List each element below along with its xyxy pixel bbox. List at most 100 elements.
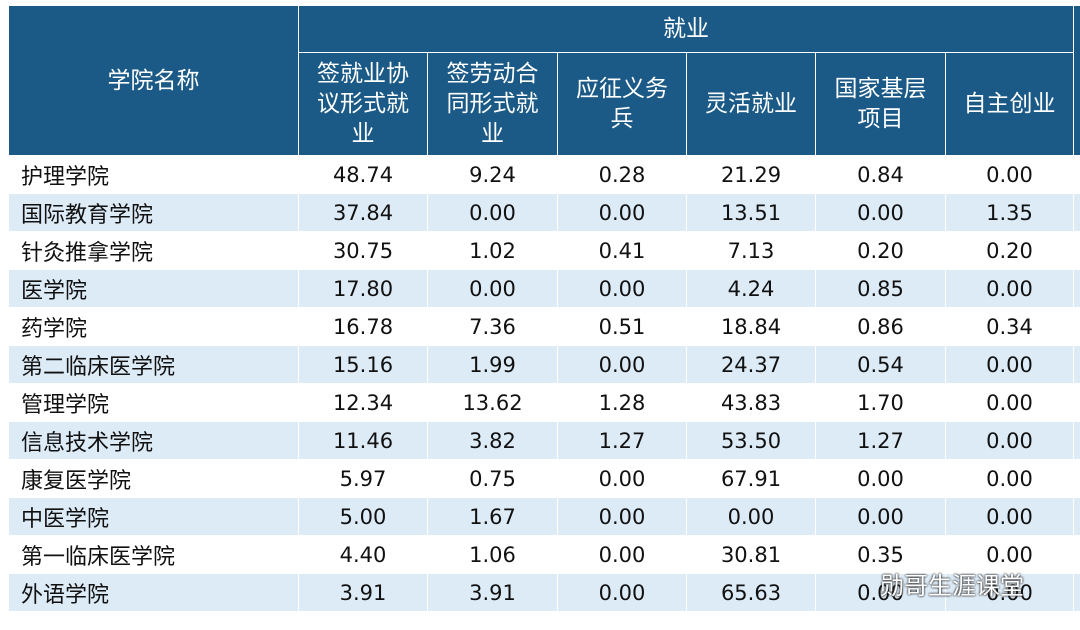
cell: 0.00 bbox=[945, 421, 1074, 460]
cell: 0.00 bbox=[557, 193, 687, 232]
cell: 0.00 bbox=[557, 269, 687, 308]
cell: 12.34 bbox=[298, 383, 428, 422]
cell: 11.46 bbox=[298, 421, 428, 460]
column-header: 灵活就业 bbox=[686, 52, 816, 156]
cell: 0.00 bbox=[557, 535, 687, 574]
cell: 0.00 bbox=[945, 459, 1074, 498]
cell: 3.91 bbox=[298, 573, 428, 612]
cell: 7.36 bbox=[427, 307, 558, 346]
edge bbox=[1073, 535, 1080, 574]
college-name: 护理学院 bbox=[8, 155, 299, 194]
college-name: 外语学院 bbox=[8, 573, 299, 612]
college-name: 第二临床医学院 bbox=[8, 345, 299, 384]
cell: 5.00 bbox=[298, 497, 428, 536]
table-row: 中医学院 5.00 1.67 0.00 0.00 0.00 0.00 bbox=[8, 497, 1080, 536]
cell: 1.28 bbox=[557, 383, 687, 422]
college-name: 信息技术学院 bbox=[8, 421, 299, 460]
cell: 0.00 bbox=[427, 193, 558, 232]
cell: 24.37 bbox=[686, 345, 816, 384]
edge bbox=[1073, 155, 1080, 194]
edge bbox=[1073, 497, 1080, 536]
table-row: 国际教育学院 37.84 0.00 0.00 13.51 0.00 1.35 bbox=[8, 193, 1080, 232]
cell: 1.67 bbox=[427, 497, 558, 536]
cell: 0.41 bbox=[557, 231, 687, 270]
cell: 0.00 bbox=[427, 269, 558, 308]
cell: 0.75 bbox=[427, 459, 558, 498]
cell: 0.00 bbox=[557, 573, 687, 612]
column-header: 签劳动合同形式就业 bbox=[427, 52, 558, 156]
group-header: 就业 bbox=[298, 5, 1074, 53]
cell: 0.35 bbox=[815, 535, 946, 574]
table-row: 医学院 17.80 0.00 0.00 4.24 0.85 0.00 bbox=[8, 269, 1080, 308]
cell: 0.85 bbox=[815, 269, 946, 308]
cell: 0.84 bbox=[815, 155, 946, 194]
table: 学院名称 就业 签就业协议形式就业 签劳动合同形式就业 应征义务兵 灵活就业 国家基层项… bbox=[8, 5, 1080, 612]
edge bbox=[1073, 421, 1080, 460]
cell: 0.00 bbox=[945, 383, 1074, 422]
edge bbox=[1073, 459, 1080, 498]
cell: 3.91 bbox=[427, 573, 558, 612]
first-header: 学院名称 bbox=[8, 5, 299, 156]
cell: 4.40 bbox=[298, 535, 428, 574]
cell: 1.02 bbox=[427, 231, 558, 270]
cell: 0.00 bbox=[815, 193, 946, 232]
edge bbox=[1073, 193, 1080, 232]
table-row: 药学院 16.78 7.36 0.51 18.84 0.86 0.34 bbox=[8, 307, 1080, 346]
cell: 0.00 bbox=[815, 573, 946, 612]
table-row: 外语学院 3.91 3.91 0.00 65.63 0.00 0.00 bbox=[8, 573, 1080, 612]
cell: 0.86 bbox=[815, 307, 946, 346]
cell: 1.06 bbox=[427, 535, 558, 574]
cell: 0.54 bbox=[815, 345, 946, 384]
cell: 0.34 bbox=[945, 307, 1074, 346]
edge bbox=[1073, 345, 1080, 384]
table-row: 康复医学院 5.97 0.75 0.00 67.91 0.00 0.00 bbox=[8, 459, 1080, 498]
cell: 0.20 bbox=[815, 231, 946, 270]
cell: 4.24 bbox=[686, 269, 816, 308]
cell: 21.29 bbox=[686, 155, 816, 194]
cell: 0.00 bbox=[945, 155, 1074, 194]
cell: 30.75 bbox=[298, 231, 428, 270]
cell: 1.70 bbox=[815, 383, 946, 422]
edge bbox=[1073, 573, 1080, 612]
cell: 0.00 bbox=[815, 497, 946, 536]
watermark: 勋哥生涯课堂 bbox=[880, 572, 1024, 600]
cell: 0.20 bbox=[945, 231, 1074, 270]
cell: 9.24 bbox=[427, 155, 558, 194]
edge bbox=[1073, 307, 1080, 346]
cell: 0.00 bbox=[557, 345, 687, 384]
cell: 30.81 bbox=[686, 535, 816, 574]
cell: 0.00 bbox=[557, 497, 687, 536]
column-header: 国家基层项目 bbox=[815, 52, 946, 156]
cell: 0.00 bbox=[945, 269, 1074, 308]
college-name: 第一临床医学院 bbox=[8, 535, 299, 574]
table-row: 第二临床医学院 15.16 1.99 0.00 24.37 0.54 0.00 bbox=[8, 345, 1080, 384]
college-name: 管理学院 bbox=[8, 383, 299, 422]
cell: 43.83 bbox=[686, 383, 816, 422]
cell: 53.50 bbox=[686, 421, 816, 460]
college-name: 药学院 bbox=[8, 307, 299, 346]
column-header: 签就业协议形式就业 bbox=[298, 52, 428, 156]
table-row: 护理学院 48.74 9.24 0.28 21.29 0.84 0.00 bbox=[8, 155, 1080, 194]
cell: 13.62 bbox=[427, 383, 558, 422]
edge bbox=[1073, 383, 1080, 422]
table-row: 管理学院 12.34 13.62 1.28 43.83 1.70 0.00 bbox=[8, 383, 1080, 422]
cell: 0.00 bbox=[945, 573, 1074, 612]
college-name: 中医学院 bbox=[8, 497, 299, 536]
edge bbox=[1073, 5, 1080, 156]
edge bbox=[1073, 269, 1080, 308]
column-header: 应征义务兵 bbox=[557, 52, 687, 156]
cell: 16.78 bbox=[298, 307, 428, 346]
cell: 15.16 bbox=[298, 345, 428, 384]
column-header: 自主创业 bbox=[945, 52, 1074, 156]
cell: 0.28 bbox=[557, 155, 687, 194]
cell: 18.84 bbox=[686, 307, 816, 346]
table-row: 信息技术学院 11.46 3.82 1.27 53.50 1.27 0.00 bbox=[8, 421, 1080, 460]
cell: 0.51 bbox=[557, 307, 687, 346]
cell: 13.51 bbox=[686, 193, 816, 232]
cell: 1.99 bbox=[427, 345, 558, 384]
cell: 7.13 bbox=[686, 231, 816, 270]
cell: 37.84 bbox=[298, 193, 428, 232]
cell: 0.00 bbox=[686, 497, 816, 536]
cell: 48.74 bbox=[298, 155, 428, 194]
